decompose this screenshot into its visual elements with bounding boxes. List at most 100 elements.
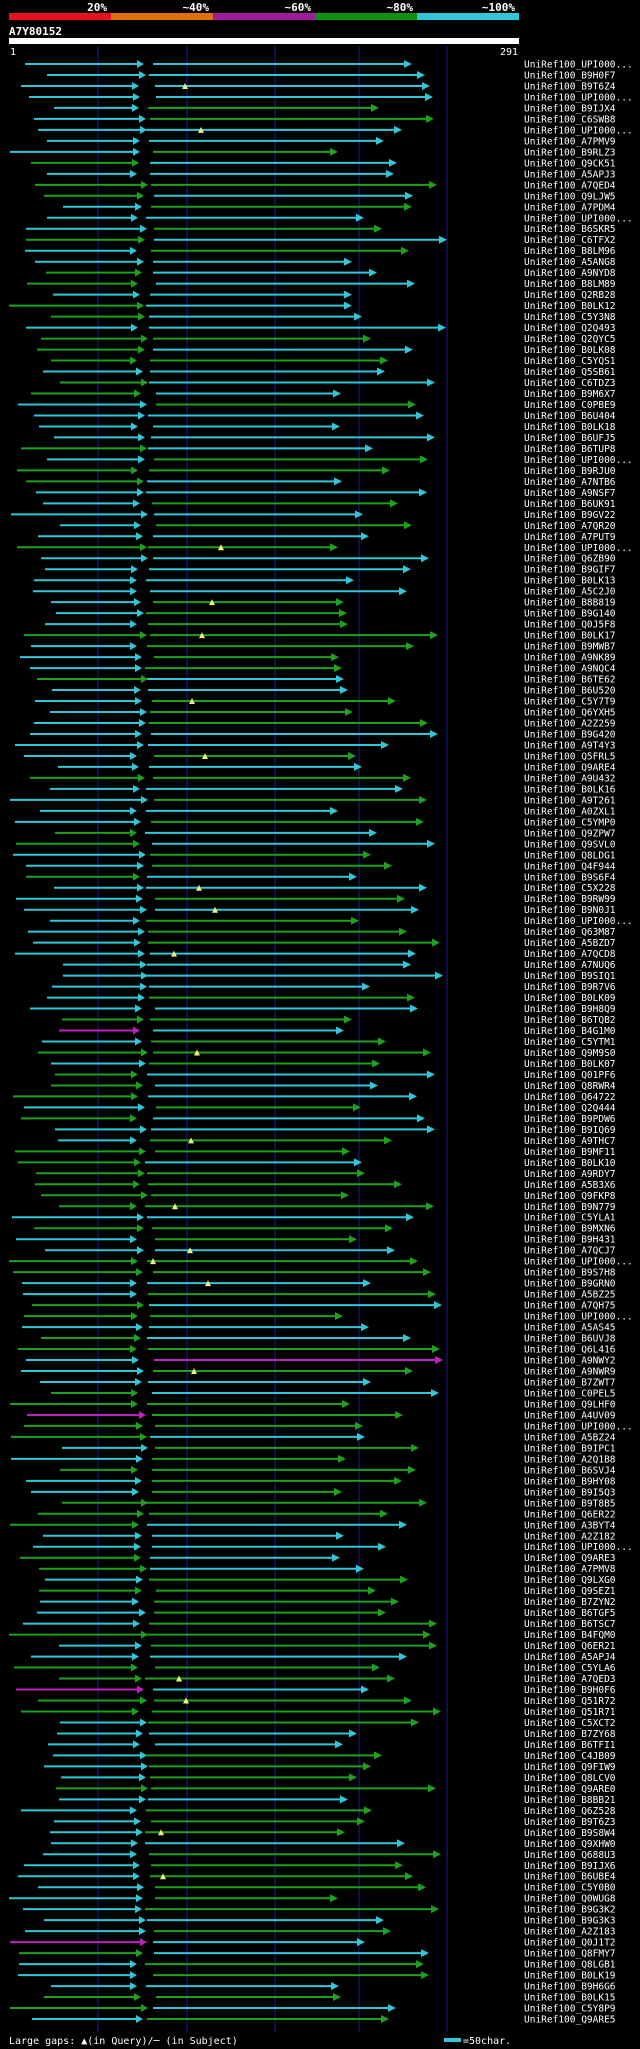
hit-row[interactable]: UniRef100_A7QR20 xyxy=(60,521,616,532)
hit-label[interactable]: UniRef100_A0ZXL1 xyxy=(524,806,616,817)
hit-row[interactable]: UniRef100_A7NUQ6 xyxy=(63,960,616,971)
hit-row[interactable]: UniRef100_B9S7H8 xyxy=(13,1268,616,1279)
hit-row[interactable]: UniRef100_B9MF11 xyxy=(15,1147,616,1158)
hit-label[interactable]: UniRef100_A9NWR9 xyxy=(524,1367,616,1378)
hit-row[interactable]: UniRef100_B0LK09 xyxy=(47,993,616,1004)
hit-row[interactable]: UniRef100_A2Z182 xyxy=(43,1531,616,1542)
hit-label[interactable]: UniRef100_C5Y7T9 xyxy=(524,697,616,708)
hit-row[interactable]: UniRef100_B9H8Q9 xyxy=(30,1004,616,1015)
hit-row[interactable]: UniRef100_B9N0J1 xyxy=(24,905,616,916)
hit-row[interactable]: UniRef100_B7ZY68 xyxy=(57,1729,616,1740)
hit-label[interactable]: UniRef100_C6SWB8 xyxy=(524,114,616,125)
hit-row[interactable]: UniRef100_Q8LDG1 xyxy=(13,850,616,861)
hit-label[interactable]: UniRef100_Q6L416 xyxy=(524,1345,616,1356)
hit-label[interactable]: UniRef100_Q9XHW0 xyxy=(524,1839,616,1850)
hit-row[interactable]: UniRef100_B8LM89 xyxy=(27,279,616,290)
hit-row[interactable]: UniRef100_A7QED4 xyxy=(35,180,616,191)
hit-label[interactable]: UniRef100_UPI000... xyxy=(524,1421,633,1432)
hit-label[interactable]: UniRef100_Q2RB28 xyxy=(524,290,616,301)
hit-label[interactable]: UniRef100_B0LK10 xyxy=(524,1158,616,1169)
hit-row[interactable]: UniRef100_UPI000... xyxy=(47,213,633,224)
hit-label[interactable]: UniRef100_Q9LHF0 xyxy=(524,1399,616,1410)
hit-row[interactable]: UniRef100_A9THC7 xyxy=(58,1136,616,1147)
hit-row[interactable]: UniRef100_B6UBE4 xyxy=(18,1872,616,1883)
hit-row[interactable]: UniRef100_Q9SVL0 xyxy=(16,839,616,850)
hit-label[interactable]: UniRef100_A7QH75 xyxy=(524,1301,616,1312)
hit-label[interactable]: UniRef100_Q8RWR4 xyxy=(524,1081,616,1092)
hit-row[interactable]: UniRef100_A7PMV9 xyxy=(47,136,616,147)
hit-label[interactable]: UniRef100_C5Y3N8 xyxy=(524,312,616,323)
hit-label[interactable]: UniRef100_Q4F944 xyxy=(524,861,616,872)
hit-label[interactable]: UniRef100_Q688U3 xyxy=(524,1850,616,1861)
hit-row[interactable]: UniRef100_Q9M9S0 xyxy=(38,1048,616,1059)
hit-label[interactable]: UniRef100_A9THC7 xyxy=(524,1136,616,1147)
hit-label[interactable]: UniRef100_A9NQC4 xyxy=(524,664,616,675)
hit-row[interactable]: UniRef100_UPI000... xyxy=(17,543,633,554)
hit-row[interactable]: UniRef100_C5Y7T9 xyxy=(35,697,616,708)
hit-label[interactable]: UniRef100_A7QED3 xyxy=(524,1674,616,1685)
hit-label[interactable]: UniRef100_UPI000... xyxy=(524,1257,633,1268)
hit-label[interactable]: UniRef100_B6TE62 xyxy=(524,675,616,686)
hit-label[interactable]: UniRef100_Q0J5F8 xyxy=(524,620,616,631)
hit-label[interactable]: UniRef100_C5X228 xyxy=(524,883,616,894)
hit-label[interactable]: UniRef100_Q6ZB90 xyxy=(524,554,616,565)
hit-row[interactable]: UniRef100_UPI000... xyxy=(25,60,633,71)
hit-label[interactable]: UniRef100_B6TQB2 xyxy=(524,1015,616,1026)
hit-label[interactable]: UniRef100_B9S8W4 xyxy=(524,1828,616,1839)
hit-label[interactable]: UniRef100_Q9ARE3 xyxy=(524,1553,616,1564)
hit-row[interactable]: UniRef100_B6TQB2 xyxy=(62,1015,616,1026)
hit-label[interactable]: UniRef100_B6U520 xyxy=(524,686,616,697)
hit-label[interactable]: UniRef100_B9M6X7 xyxy=(524,389,616,400)
hit-row[interactable]: UniRef100_Q0J1T2 xyxy=(10,1938,616,1949)
hit-label[interactable]: UniRef100_B6UVJ8 xyxy=(524,1334,616,1345)
hit-row[interactable]: UniRef100_Q6YXH5 xyxy=(50,708,616,719)
hit-row[interactable]: UniRef100_Q9ARE5 xyxy=(32,2015,616,2026)
hit-label[interactable]: UniRef100_Q01PF6 xyxy=(524,1070,616,1081)
hit-row[interactable]: UniRef100_B6TE62 xyxy=(37,675,616,686)
hit-label[interactable]: UniRef100_A7QCD8 xyxy=(524,949,616,960)
hit-row[interactable]: UniRef100_C5Y3N8 xyxy=(51,312,616,323)
hit-row[interactable]: UniRef100_C5Y8P9 xyxy=(10,2004,616,2015)
hit-row[interactable]: UniRef100_B6SVJ4 xyxy=(60,1465,616,1476)
hit-label[interactable]: UniRef100_Q51R71 xyxy=(524,1707,616,1718)
hit-row[interactable]: UniRef100_Q9ARE4 xyxy=(58,762,616,773)
hit-row[interactable]: UniRef100_B9S6F4 xyxy=(26,872,616,883)
hit-row[interactable]: UniRef100_B9PDW6 xyxy=(21,1114,616,1125)
hit-label[interactable]: UniRef100_B0LK07 xyxy=(524,1059,616,1070)
hit-label[interactable]: UniRef100_B9T6Z4 xyxy=(524,81,616,92)
hit-label[interactable]: UniRef100_UPI000... xyxy=(524,1542,633,1553)
hit-label[interactable]: UniRef100_B9G3K2 xyxy=(524,1905,616,1916)
hit-row[interactable]: UniRef100_Q2Q493 xyxy=(26,323,616,334)
hit-row[interactable]: UniRef100_C5YLA1 xyxy=(12,1213,616,1224)
hit-label[interactable]: UniRef100_B7ZWT7 xyxy=(524,1377,616,1388)
hit-row[interactable]: UniRef100_C5YLA6 xyxy=(14,1663,616,1674)
hit-row[interactable]: UniRef100_Q5FRL5 xyxy=(24,751,616,762)
hit-row[interactable]: UniRef100_B0LK16 xyxy=(50,784,616,795)
hit-row[interactable]: UniRef100_B7ZYN2 xyxy=(40,1597,616,1608)
hit-row[interactable]: UniRef100_A9RDY7 xyxy=(36,1169,616,1180)
hit-row[interactable]: UniRef100_C4JB09 xyxy=(53,1751,616,1762)
hit-row[interactable]: UniRef100_B7ZWT7 xyxy=(40,1377,616,1388)
hit-row[interactable]: UniRef100_B0LK08 xyxy=(37,345,616,356)
hit-row[interactable]: UniRef100_B9IJX6 xyxy=(24,1861,616,1872)
hit-row[interactable]: UniRef100_C5YMP0 xyxy=(15,817,616,828)
hit-label[interactable]: UniRef100_UPI000... xyxy=(524,92,633,103)
hit-label[interactable]: UniRef100_Q9ARE4 xyxy=(524,762,616,773)
hit-row[interactable]: UniRef100_C0PEL5 xyxy=(51,1388,616,1399)
hit-label[interactable]: UniRef100_Q9SEZ1 xyxy=(524,1586,616,1597)
hit-label[interactable]: UniRef100_A7QR20 xyxy=(524,521,616,532)
hit-row[interactable]: UniRef100_UPI000... xyxy=(47,455,633,466)
hit-label[interactable]: UniRef100_B9RW99 xyxy=(524,894,616,905)
hit-label[interactable]: UniRef100_B9T8B5 xyxy=(524,1498,616,1509)
hit-label[interactable]: UniRef100_C0PEL5 xyxy=(524,1388,616,1399)
hit-label[interactable]: UniRef100_B9N779 xyxy=(524,1202,616,1213)
hit-row[interactable]: UniRef100_B9H0F6 xyxy=(16,1685,616,1696)
hit-row[interactable]: UniRef100_Q6L416 xyxy=(18,1345,616,1356)
hit-label[interactable]: UniRef100_B0LK16 xyxy=(524,784,616,795)
hit-row[interactable]: UniRef100_B6TGF5 xyxy=(37,1608,616,1619)
hit-label[interactable]: UniRef100_A7PUT9 xyxy=(524,532,616,543)
hit-label[interactable]: UniRef100_C4JB09 xyxy=(524,1751,616,1762)
hit-row[interactable]: UniRef100_Q9SEZ1 xyxy=(39,1586,616,1597)
hit-row[interactable]: UniRef100_B9N779 xyxy=(59,1202,616,1213)
hit-row[interactable]: UniRef100_A9NWY2 xyxy=(26,1356,616,1367)
